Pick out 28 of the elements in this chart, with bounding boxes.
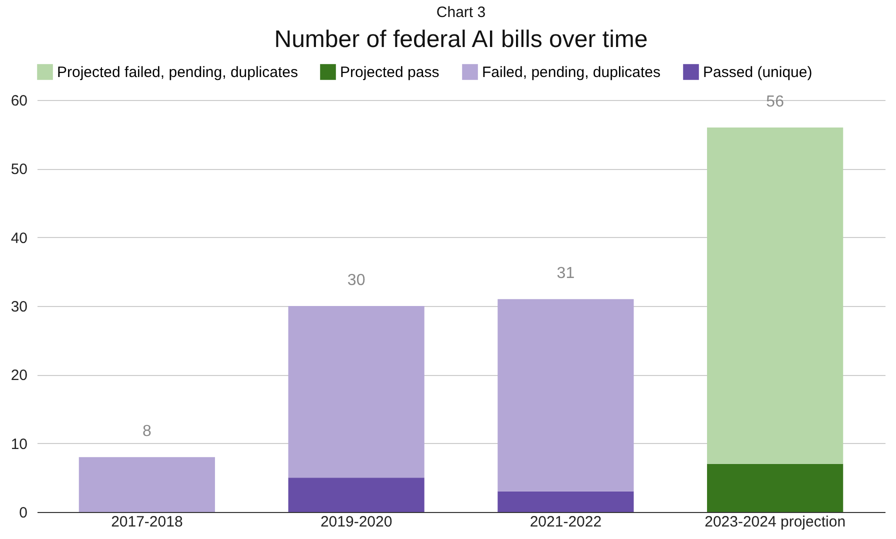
- bar: [288, 306, 424, 478]
- bar: [288, 478, 424, 512]
- legend-label: Failed, pending, duplicates: [482, 64, 660, 81]
- bar: [498, 299, 634, 492]
- y-tick-label: 0: [19, 504, 28, 522]
- total-label: 30: [347, 272, 366, 289]
- y-tick-label: 40: [10, 230, 28, 247]
- y-tick-label: 50: [10, 161, 28, 178]
- bar: [78, 457, 215, 512]
- x-tick-label: 2019-2020: [320, 514, 392, 530]
- x-tick-label: 2021-2022: [530, 514, 602, 530]
- legend-label: Passed (unique): [703, 64, 812, 81]
- bar: [498, 491, 634, 512]
- total-label: 56: [766, 93, 784, 110]
- x-tick-label: 2017-2018: [111, 514, 183, 530]
- legend-label: Projected failed, pending, duplicates: [57, 64, 298, 81]
- legend-label: Projected pass: [340, 64, 440, 81]
- chart-subtitle: Chart 3: [436, 4, 486, 21]
- y-tick-label: 30: [10, 298, 28, 316]
- chart-title: Number of federal AI bills over time: [274, 26, 648, 53]
- bar: [707, 127, 844, 464]
- x-tick-label: 2023-2024 projection: [704, 514, 846, 530]
- y-tick-label: 20: [10, 367, 28, 384]
- total-label: 8: [142, 423, 152, 440]
- total-label: 31: [556, 265, 575, 282]
- y-tick-label: 10: [10, 436, 28, 453]
- y-tick-label: 60: [10, 92, 28, 110]
- bar: [707, 464, 844, 512]
